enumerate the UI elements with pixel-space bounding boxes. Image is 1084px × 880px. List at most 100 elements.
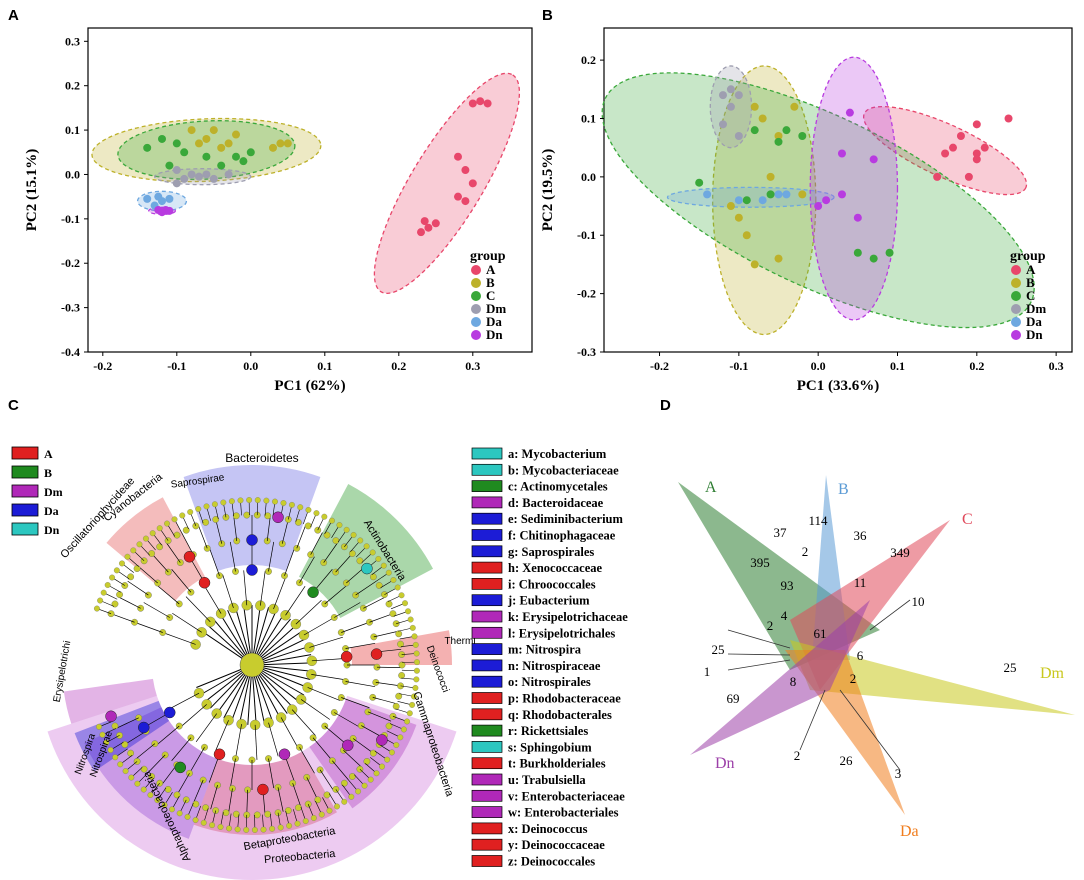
branch	[352, 738, 374, 754]
point-b	[774, 254, 783, 263]
taxon-node	[264, 810, 272, 818]
point-c	[232, 152, 240, 161]
leaf-node	[187, 509, 194, 515]
point-a	[431, 219, 440, 228]
branch	[243, 605, 251, 654]
branch	[254, 724, 258, 760]
taxon-node	[173, 791, 181, 799]
taxon-node	[332, 537, 340, 545]
leaf-node	[413, 676, 420, 683]
leaf-node	[414, 659, 420, 666]
branch	[197, 524, 208, 549]
key-label-q: q: Rhodobacterales	[508, 708, 612, 722]
branch	[306, 777, 319, 800]
legend-label-da: Da	[1026, 314, 1042, 329]
legend-label-c: C	[486, 288, 495, 303]
leaf-node	[263, 497, 270, 504]
venn-region-value: 36	[854, 528, 868, 543]
y-tick-label: 0.1	[65, 123, 80, 137]
taxon-node	[281, 572, 288, 580]
key-swatch-x	[471, 822, 503, 835]
branch	[280, 717, 299, 749]
branch	[259, 673, 295, 709]
panel-label-c: C	[8, 397, 19, 414]
taxon-node	[164, 785, 172, 793]
branch	[215, 519, 223, 544]
point-dm	[726, 102, 735, 111]
y-tick-label: 0.3	[65, 34, 80, 48]
point-b	[269, 143, 277, 152]
point-dm	[195, 172, 203, 181]
legend-swatch-a	[11, 446, 39, 460]
venn-petal-dn	[690, 600, 870, 755]
key-swatch-e	[471, 512, 503, 525]
leaf-node	[109, 574, 116, 581]
leaf-node	[228, 498, 235, 505]
key-swatch-n	[471, 659, 503, 672]
venn-set-label-dm: Dm	[1040, 665, 1065, 682]
leaf-node	[112, 754, 119, 761]
leaf-node	[385, 569, 392, 576]
branch	[199, 670, 242, 696]
venn-region-value: 25	[1004, 660, 1017, 675]
key-swatch-o	[471, 675, 503, 688]
point-b	[232, 130, 240, 139]
branch	[334, 602, 361, 618]
legend-swatch-dn	[1011, 330, 1021, 340]
venn-region-value: 395	[750, 555, 770, 570]
leaf-node	[379, 763, 385, 770]
key-swatch-p	[471, 692, 503, 704]
point-da	[154, 192, 163, 201]
x-tick-label: 0.1	[317, 359, 332, 373]
branch	[263, 665, 312, 672]
legend-swatch-dm	[471, 304, 481, 314]
venn-region-value: 61	[814, 626, 827, 641]
venn-region-value: 114	[808, 513, 828, 528]
key-swatch-s	[471, 741, 503, 753]
point-c	[239, 157, 248, 166]
y-tick-label: 0.1	[581, 111, 596, 125]
point-dm	[172, 179, 181, 188]
branch	[254, 676, 265, 724]
legend-swatch-a	[471, 265, 481, 275]
point-a	[468, 179, 477, 188]
taxon-node	[202, 804, 210, 812]
leaf-node	[203, 503, 210, 510]
taxon-node	[348, 550, 356, 557]
leaf-node	[220, 499, 227, 506]
branch	[124, 730, 147, 745]
biomarker-node	[163, 706, 176, 719]
legend-swatch-da	[11, 503, 39, 517]
branch	[222, 574, 234, 609]
taxon-node	[222, 809, 230, 817]
leaf-node	[161, 801, 168, 808]
legend-label-b: B	[486, 275, 495, 290]
taxon-node	[294, 804, 302, 812]
x-tick-label: -0.2	[650, 359, 669, 373]
taxon-node	[389, 712, 397, 720]
venn-petal-dm	[790, 640, 1075, 715]
venn-leader-line	[799, 689, 826, 751]
key-swatch-l	[471, 626, 503, 639]
point-b	[224, 139, 233, 148]
key-label-m: m: Nitrospira	[508, 643, 582, 657]
branch	[195, 713, 218, 743]
legend-label-da: Da	[486, 314, 502, 329]
venn-region-value: 4	[781, 608, 788, 623]
branch	[161, 764, 178, 786]
key-label-t: t: Burkholderiales	[508, 757, 606, 771]
leaf-node	[156, 525, 163, 532]
leaf-node	[164, 520, 170, 527]
venn-set-label-b: B	[838, 481, 849, 498]
leaf-node	[142, 535, 149, 542]
x-tick-label: 0.0	[811, 359, 826, 373]
point-a	[1004, 114, 1013, 123]
clade-cyanobacteria	[106, 497, 206, 601]
leaf-node	[413, 667, 420, 674]
branch	[134, 621, 163, 633]
point-a	[476, 97, 485, 106]
legend-swatch-dn	[11, 522, 39, 536]
branch	[268, 541, 275, 572]
venn-region-value: 69	[727, 691, 740, 706]
branch	[312, 737, 333, 761]
